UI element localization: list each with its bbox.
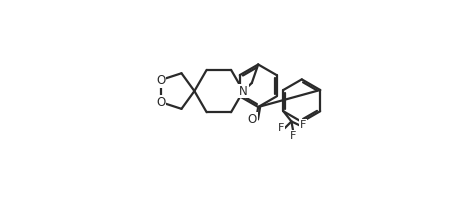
Text: N: N bbox=[239, 85, 248, 98]
Text: F: F bbox=[290, 131, 297, 141]
Text: F: F bbox=[278, 123, 285, 133]
Text: O: O bbox=[156, 74, 165, 86]
Text: O: O bbox=[248, 113, 257, 126]
Text: O: O bbox=[156, 96, 165, 108]
Text: F: F bbox=[300, 120, 306, 130]
